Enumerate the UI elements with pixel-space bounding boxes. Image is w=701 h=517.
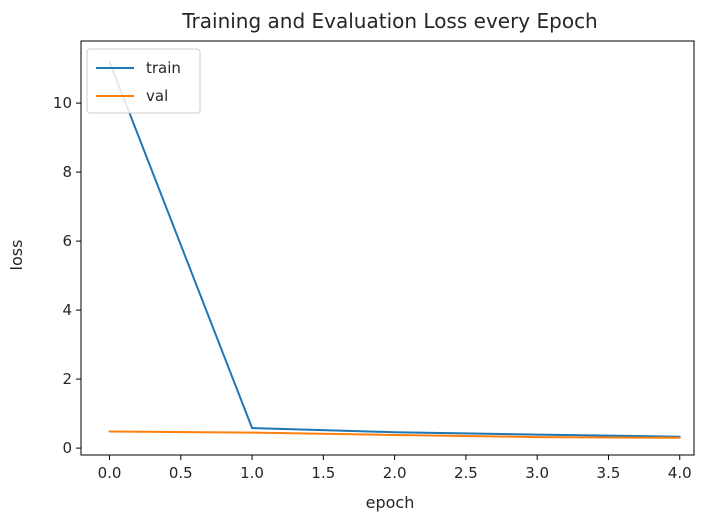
series-line-train (108, 60, 681, 438)
plot-frame (80, 40, 695, 456)
x-tick-label: 0.5 (169, 464, 193, 482)
y-tick-label: 6 (62, 232, 72, 250)
y-axis-label: loss (7, 240, 26, 271)
x-axis-label: epoch (366, 493, 415, 512)
x-tick-label: 1.0 (240, 464, 264, 482)
chart-title: Training and Evaluation Loss every Epoch (181, 9, 597, 33)
series-layer (108, 60, 681, 439)
x-tick-label: 2.5 (454, 464, 478, 482)
x-tick-label: 4.0 (668, 464, 692, 482)
x-tick-label: 2.0 (383, 464, 407, 482)
y-axis-ticks: 0 2 4 6 8 10 (53, 94, 81, 457)
legend-label-val: val (146, 87, 168, 105)
x-axis-ticks: 0.0 0.5 1.0 1.5 2.0 2.5 3.0 3.5 4.0 (98, 455, 692, 482)
y-tick-label: 2 (62, 370, 72, 388)
series-line-val (108, 430, 681, 439)
x-tick-label: 1.5 (311, 464, 335, 482)
x-tick-label: 3.0 (525, 464, 549, 482)
x-tick-label: 3.5 (597, 464, 621, 482)
legend-box (86, 48, 201, 114)
legend-label-train: train (146, 59, 181, 77)
y-tick-label: 8 (62, 163, 72, 181)
legend: train val (86, 48, 201, 114)
x-tick-label: 0.0 (98, 464, 122, 482)
y-tick-label: 0 (62, 439, 72, 457)
y-tick-label: 10 (53, 94, 72, 112)
y-tick-label: 4 (62, 301, 72, 319)
